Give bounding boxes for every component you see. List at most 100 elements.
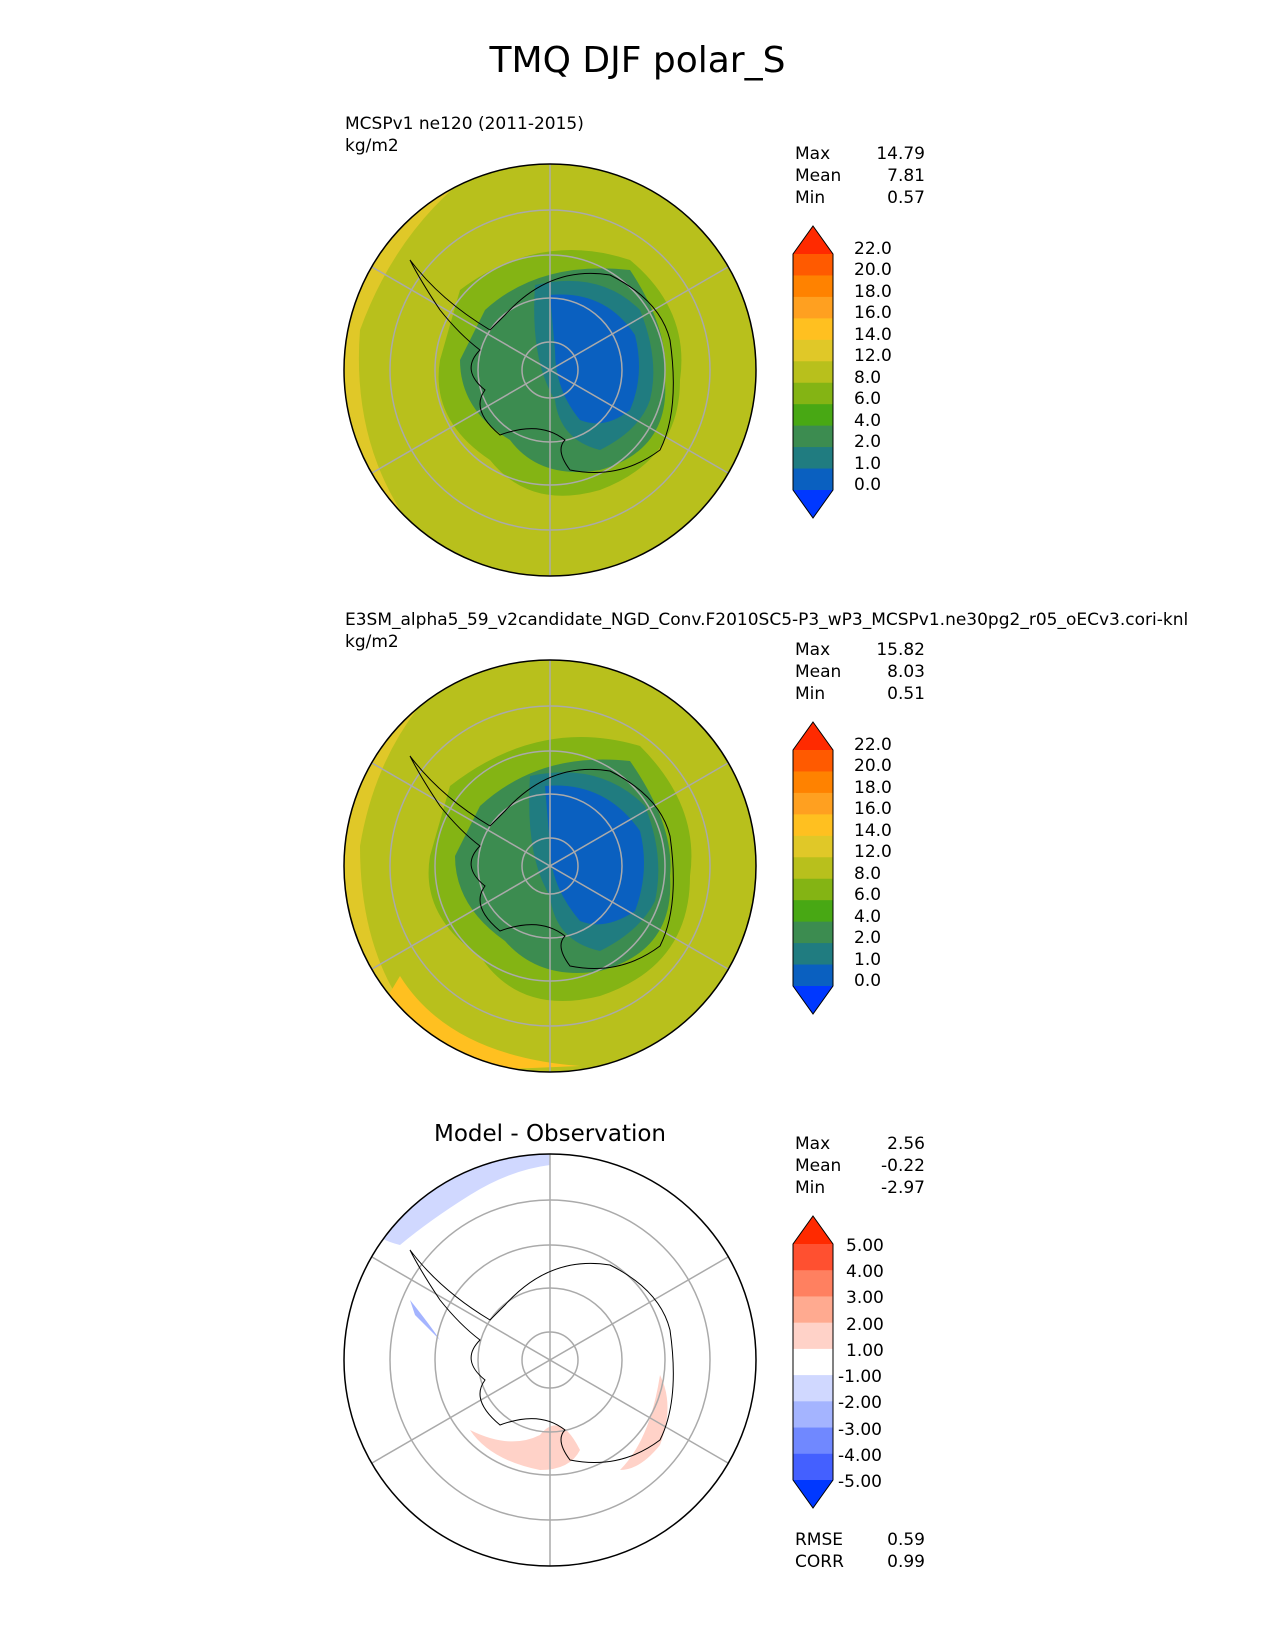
colorbar-segment — [793, 722, 833, 750]
colorbar-tick-label: 8.0 — [854, 367, 882, 388]
panel1-stats: Max 14.79 Mean 7.81 Min 0.57 — [795, 144, 925, 208]
colorbar-tick-label: 0.0 — [854, 971, 882, 991]
panel1-title: MCSPv1 ne120 (2011-2015) — [345, 114, 584, 134]
colorbar-segment — [793, 835, 833, 858]
graticule — [371, 164, 729, 576]
map-border — [343, 659, 757, 1073]
colorbar-segment — [793, 900, 833, 923]
colorbar-segment — [793, 1322, 833, 1350]
colorbar-tick-label: 5.00 — [846, 1236, 884, 1256]
figure-title: TMQ DJF polar_S — [489, 40, 786, 81]
colorbar-tick-label: 2.0 — [854, 928, 882, 949]
colorbar-tick-label: -3.00 — [838, 1419, 882, 1440]
graticule — [371, 660, 729, 1072]
negative-patch — [410, 1300, 440, 1340]
colorbar-tick-label: 6.0 — [854, 885, 882, 906]
colorbar-segment — [793, 986, 833, 1014]
colorbar-tick-label: 4.0 — [854, 410, 882, 431]
coastline — [409, 259, 674, 473]
colorbar-segment — [793, 404, 833, 427]
colorbar-tick-label: 12.0 — [854, 842, 892, 863]
colorbar-segment — [793, 943, 833, 966]
colorbar-segment — [793, 1270, 833, 1297]
colorbar-segment — [793, 1427, 833, 1455]
colorbar-tick-label: -4.00 — [838, 1445, 882, 1466]
coastline — [409, 755, 674, 969]
colorbar-segment — [793, 1216, 833, 1244]
panel2-units: kg/m2 — [345, 632, 399, 652]
colorbar-tick-label: 22.0 — [854, 735, 892, 755]
colorbar-segment — [793, 750, 833, 772]
colorbar-segment — [793, 878, 833, 901]
coastline — [409, 1249, 674, 1463]
panel2-map — [343, 659, 757, 1073]
colorbar-tick-label: -1.00 — [838, 1367, 882, 1388]
colorbar-segment — [793, 382, 833, 405]
colorbar-segment — [793, 1480, 833, 1508]
colorbar-tick-label: 14.0 — [854, 324, 892, 345]
plateau-core — [550, 294, 639, 424]
colorbar-tick-label: -5.00 — [838, 1472, 882, 1492]
panel1-map — [343, 163, 757, 577]
colorbar-tick-label: 18.0 — [854, 281, 892, 302]
panel2-title: E3SM_alpha5_59_v2candidate_NGD_Conv.F201… — [345, 610, 1189, 630]
colorbar-segment — [793, 857, 833, 880]
colorbar-segment — [793, 1244, 833, 1271]
colorbar-segment — [793, 1296, 833, 1324]
panel3-map — [343, 1153, 757, 1567]
plateau-core — [545, 785, 644, 925]
colorbar-tick-label: 20.0 — [854, 260, 892, 281]
colorbar-tick-label: 18.0 — [854, 777, 892, 798]
map-border — [343, 163, 757, 577]
colorbar-segment — [793, 490, 833, 518]
colorbar-tick-label: 14.0 — [854, 820, 892, 841]
colorbar-tick-label: 8.0 — [854, 863, 882, 884]
colorbar-segment — [793, 1375, 833, 1402]
panel3-stats: Max 2.56 Mean -0.22 Min -2.97 — [795, 1134, 925, 1198]
colorbar-segment — [793, 339, 833, 362]
colorbar-tick-label: 1.0 — [854, 453, 882, 474]
panel3-extra-stats: RMSE 0.59 CORR 0.99 — [795, 1530, 925, 1572]
colorbar-segment — [793, 1453, 833, 1481]
colorbar-tick-label: 6.0 — [854, 389, 882, 410]
colorbar-tick-label: 4.00 — [846, 1262, 884, 1283]
colorbar-segment — [793, 921, 833, 944]
colorbar-outline — [792, 1215, 834, 1509]
colorbar-tick-label: 0.0 — [854, 475, 882, 495]
colorbar-tick-label: 16.0 — [854, 799, 892, 820]
panel2-colorbar — [792, 721, 834, 1015]
colorbar-segment — [793, 771, 833, 794]
colorbar-tick-label: 20.0 — [854, 756, 892, 777]
colorbar-tick-label: 3.00 — [846, 1288, 884, 1309]
map-border — [343, 1153, 757, 1567]
panel3-title: Model - Observation — [433, 1121, 667, 1147]
colorbar-tick-label: -2.00 — [838, 1393, 882, 1414]
colorbar-segment — [793, 275, 833, 298]
panel2-stats: Max 15.82 Mean 8.03 Min 0.51 — [795, 640, 925, 704]
panel1-units: kg/m2 — [345, 136, 399, 156]
colorbar-tick-label: 12.0 — [854, 346, 892, 367]
panel3-colorbar — [792, 1215, 834, 1509]
colorbar-tick-label: 1.0 — [854, 949, 882, 970]
colorbar-segment — [793, 964, 833, 987]
colorbar-segment — [793, 254, 833, 276]
colorbar-tick-label: 1.00 — [846, 1340, 884, 1361]
colorbar-tick-label: 4.0 — [854, 906, 882, 927]
colorbar-segment — [793, 296, 833, 319]
positive-patch-2 — [620, 1375, 668, 1470]
colorbar-segment — [793, 814, 833, 837]
colorbar-segment — [793, 425, 833, 448]
colorbar-outline — [792, 225, 834, 519]
colorbar-segment — [793, 361, 833, 384]
panel1-colorbar — [792, 225, 834, 519]
positive-patch-1 — [470, 1425, 580, 1470]
colorbar-outline — [792, 721, 834, 1015]
colorbar-tick-label: 2.0 — [854, 432, 882, 453]
colorbar-segment — [793, 792, 833, 815]
colorbar-segment — [793, 226, 833, 254]
colorbar-tick-label: 22.0 — [854, 239, 892, 259]
colorbar-segment — [793, 468, 833, 491]
colorbar-segment — [793, 1401, 833, 1429]
colorbar-tick-label: 2.00 — [846, 1314, 884, 1335]
negative-region-north — [370, 1154, 550, 1245]
